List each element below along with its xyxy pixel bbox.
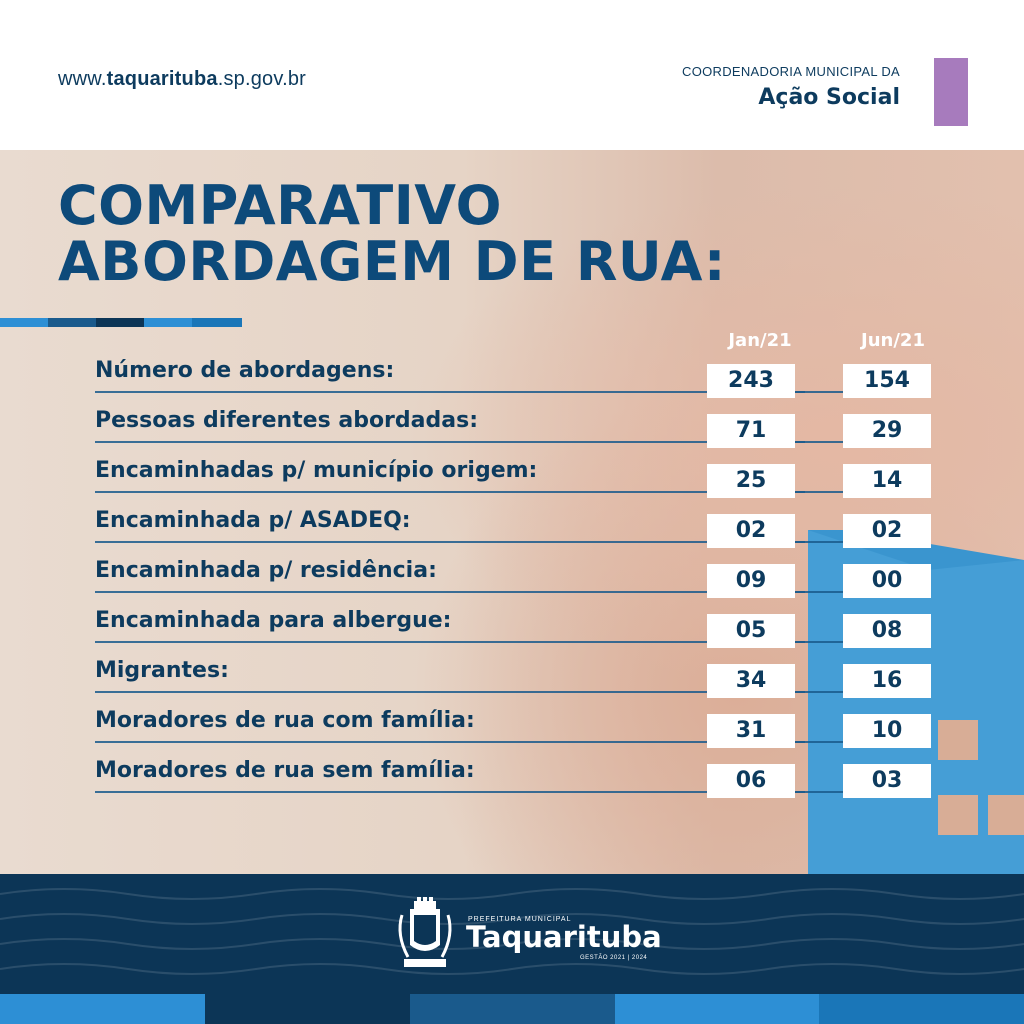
row-divider [95, 591, 805, 593]
logo-gestao: GESTÃO 2021 | 2024 [580, 955, 648, 961]
footer-bar-2 [205, 994, 410, 1024]
footer-color-bars [0, 994, 1024, 1024]
row-label: Moradores de rua sem família: [95, 758, 475, 783]
department-block: COORDENADORIA MUNICIPAL DA Ação Social [682, 64, 900, 110]
row-divider-mid [795, 691, 845, 693]
row-label: Moradores de rua com família: [95, 708, 475, 733]
value-jan: 05 [707, 614, 795, 648]
title-line-1: COMPARATIVO [58, 174, 503, 237]
row-label: Encaminhada p/ residência: [95, 558, 437, 583]
value-jan: 71 [707, 414, 795, 448]
row-divider-mid [795, 591, 845, 593]
column-header-jan: Jan/21 [728, 330, 792, 351]
value-jun: 14 [843, 464, 931, 498]
value-jun: 29 [843, 414, 931, 448]
logo-small-text: PREFEITURA MUNICIPAL [468, 916, 572, 923]
row-label: Pessoas diferentes abordadas: [95, 408, 478, 433]
value-jun: 16 [843, 664, 931, 698]
footer-wave-pattern [0, 888, 1024, 975]
value-jan: 09 [707, 564, 795, 598]
row-label: Encaminhada para albergue: [95, 608, 452, 633]
accent-stripe-1 [0, 318, 48, 327]
row-divider-mid [795, 541, 845, 543]
website-url[interactable]: www.taquarituba.sp.gov.br [58, 68, 306, 91]
row-divider [95, 441, 805, 443]
accent-stripe-4 [144, 318, 192, 327]
row-divider-mid [795, 391, 845, 393]
accent-stripe-3 [96, 318, 144, 327]
page-title: COMPARATIVO ABORDAGEM DE RUA: [58, 178, 726, 290]
footer-bar-3 [410, 994, 615, 1024]
accent-stripe-2 [48, 318, 96, 327]
row-divider-mid [795, 441, 845, 443]
value-jun: 00 [843, 564, 931, 598]
row-label: Encaminhadas p/ município origem: [95, 458, 538, 483]
row-divider [95, 691, 805, 693]
row-divider [95, 391, 805, 393]
row-divider [95, 491, 805, 493]
row-divider [95, 641, 805, 643]
header: www.taquarituba.sp.gov.br COORDENADORIA … [0, 0, 1024, 150]
department-title: Ação Social [758, 85, 900, 110]
footer [0, 874, 1024, 994]
purple-accent-bar [934, 58, 968, 126]
row-label: Número de abordagens: [95, 358, 395, 383]
footer-bar-4 [615, 994, 819, 1024]
value-jun: 02 [843, 514, 931, 548]
footer-bar-5 [819, 994, 1024, 1024]
value-jan: 25 [707, 464, 795, 498]
row-label: Migrantes: [95, 658, 229, 683]
department-subtitle: COORDENADORIA MUNICIPAL DA [682, 64, 900, 79]
row-divider-mid [795, 641, 845, 643]
coat-of-arms-logo [398, 897, 452, 967]
url-suffix: .sp.gov.br [217, 68, 307, 90]
url-prefix: www. [58, 68, 107, 90]
row-divider [95, 741, 805, 743]
accent-stripe-5 [192, 318, 242, 327]
value-jun: 08 [843, 614, 931, 648]
row-divider-mid [795, 791, 845, 793]
url-bold: taquarituba [106, 68, 218, 90]
value-jun: 10 [843, 714, 931, 748]
value-jun: 154 [843, 364, 931, 398]
row-label: Encaminhada p/ ASADEQ: [95, 508, 411, 533]
value-jan: 06 [707, 764, 795, 798]
column-header-jun: Jun/21 [861, 330, 925, 351]
value-jan: 31 [707, 714, 795, 748]
row-divider [95, 791, 805, 793]
value-jan: 34 [707, 664, 795, 698]
footer-bar-1 [0, 994, 205, 1024]
row-divider-mid [795, 491, 845, 493]
value-jun: 03 [843, 764, 931, 798]
row-divider [95, 541, 805, 543]
value-jan: 243 [707, 364, 795, 398]
logo-name: Taquarituba [466, 920, 662, 954]
value-jan: 02 [707, 514, 795, 548]
row-divider-mid [795, 741, 845, 743]
title-line-2: ABORDAGEM DE RUA: [58, 230, 726, 293]
